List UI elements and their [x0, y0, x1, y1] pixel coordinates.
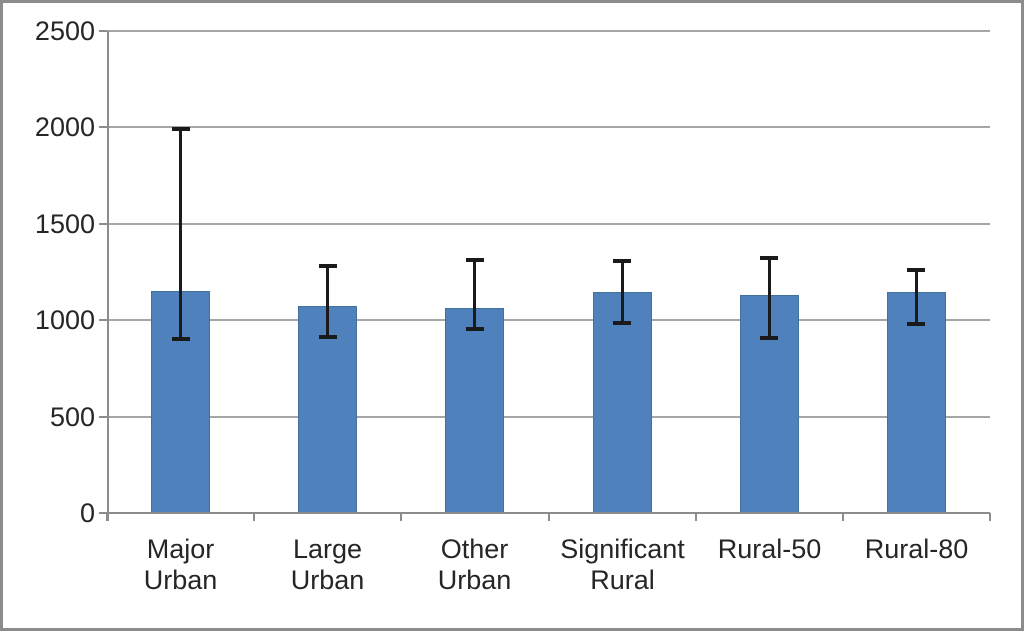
error-bar-bottom-cap: [466, 327, 484, 331]
y-tick-label: 1000: [34, 305, 95, 335]
gridline: [107, 30, 990, 32]
error-bar-line: [326, 266, 329, 337]
y-tick-label: 500: [49, 402, 95, 432]
y-tick-label: 0: [79, 498, 95, 528]
y-tick-label: 1500: [34, 209, 95, 239]
y-tick-label: 2000: [34, 112, 95, 142]
x-axis-tick: [989, 513, 991, 521]
y-axis-tick: [99, 319, 107, 321]
y-axis-line: [107, 31, 109, 521]
error-bar-bottom-cap: [907, 322, 925, 326]
gridline: [107, 319, 990, 321]
gridline: [107, 223, 990, 225]
gridline: [107, 416, 990, 418]
x-axis-tick: [400, 513, 402, 521]
bar: [445, 308, 504, 513]
error-bar-line: [179, 129, 182, 339]
error-bar-top-cap: [319, 264, 337, 268]
x-axis-tick: [106, 513, 108, 521]
y-axis-tick: [99, 30, 107, 32]
x-category-label: Rural-80: [864, 534, 969, 564]
x-category-label: Significant Rural: [560, 534, 685, 595]
error-bar-line: [621, 261, 624, 323]
error-bar-top-cap: [613, 259, 631, 263]
x-category-label: Major Urban: [143, 534, 218, 595]
error-bar-bottom-cap: [760, 336, 778, 340]
x-category-label: Other Urban: [437, 534, 512, 595]
x-axis-tick: [695, 513, 697, 521]
y-axis-tick: [99, 416, 107, 418]
bar: [593, 292, 652, 513]
x-axis-tick: [253, 513, 255, 521]
x-category-label: Large Urban: [290, 534, 365, 595]
error-bar-bottom-cap: [319, 335, 337, 339]
error-bar-top-cap: [466, 258, 484, 262]
error-bar-line: [915, 270, 918, 324]
error-bar-line: [473, 260, 476, 329]
x-category-label: Rural-50: [717, 534, 822, 564]
error-bar-top-cap: [907, 268, 925, 272]
x-axis-line: [99, 512, 990, 514]
bar: [887, 292, 946, 513]
y-axis-tick: [99, 223, 107, 225]
error-bar-top-cap: [760, 256, 778, 260]
gridline: [107, 126, 990, 128]
y-tick-label: 2500: [34, 16, 95, 46]
y-axis-tick: [99, 126, 107, 128]
bar: [298, 306, 357, 513]
error-bar-line: [768, 258, 771, 338]
error-bar-bottom-cap: [613, 321, 631, 325]
x-axis-tick: [548, 513, 550, 521]
error-bar-bottom-cap: [172, 337, 190, 341]
error-bar-top-cap: [172, 127, 190, 131]
x-axis-tick: [842, 513, 844, 521]
